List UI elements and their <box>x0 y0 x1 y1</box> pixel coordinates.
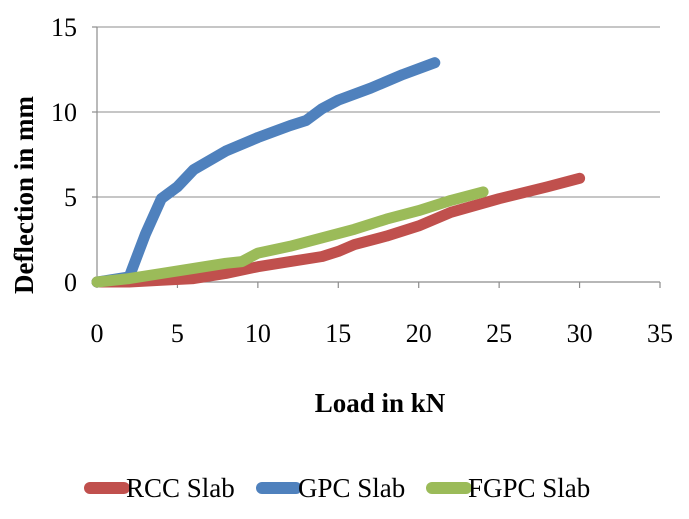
legend-label: FGPC Slab <box>468 473 590 503</box>
x-tick-label: 5 <box>171 319 184 348</box>
series-line-gpc-slab <box>91 57 441 288</box>
x-tick-label: 35 <box>647 319 673 348</box>
y-tick-label: 0 <box>64 268 77 297</box>
x-tick-label: 25 <box>486 319 512 348</box>
y-tick-label: 10 <box>51 98 77 127</box>
y-tick-label: 5 <box>64 183 77 212</box>
gridlines <box>92 26 660 283</box>
axes <box>96 27 661 288</box>
x-tick-label: 20 <box>406 319 432 348</box>
x-tick-label: 10 <box>245 319 271 348</box>
y-tick-labels: 0 5 10 15 <box>51 13 77 297</box>
x-axis-title: Load in kN <box>315 388 446 418</box>
x-tick-labels: 0 5 10 15 20 25 30 35 <box>91 319 674 348</box>
series-lines <box>91 57 586 288</box>
legend-label: GPC Slab <box>298 473 405 503</box>
x-tick-label: 0 <box>91 319 104 348</box>
x-tick-label: 15 <box>325 319 351 348</box>
series-line-rcc-slab <box>91 172 586 288</box>
legend-label: RCC Slab <box>126 473 235 503</box>
series-line-fgpc-slab <box>91 186 489 288</box>
x-tick-label: 30 <box>567 319 593 348</box>
y-axis-title: Deflection in mm <box>9 96 39 294</box>
legend: RCC Slab GPC Slab FGPC Slab <box>84 473 590 503</box>
y-tick-label: 15 <box>51 13 77 42</box>
